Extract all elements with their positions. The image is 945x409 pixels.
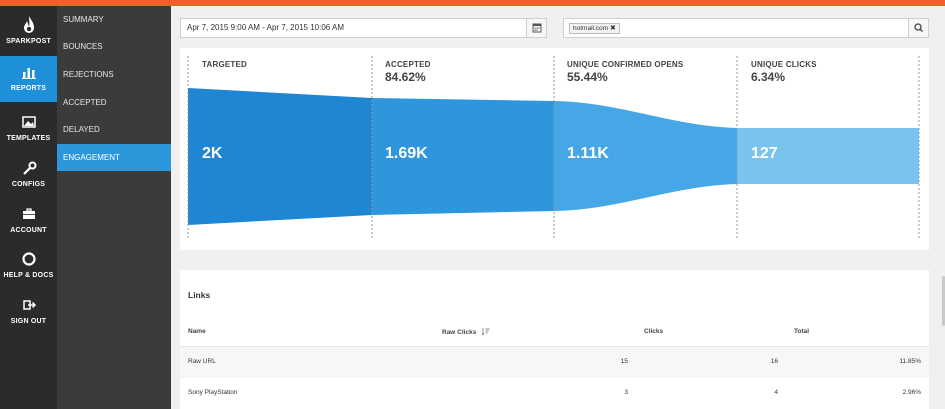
stage-value-targeted: 2K <box>202 145 223 162</box>
stage-value-clicks: 127 <box>751 145 778 162</box>
calendar-button[interactable] <box>526 19 546 37</box>
recipient-domain-filter[interactable]: hotmail.com ✖ <box>563 18 929 38</box>
total-value: 2.96% <box>902 389 921 396</box>
main-nav-rail: SPARKPOST REPORTS TEMPLATES CONFIGS ACCO… <box>0 6 57 409</box>
rail-label: ACCOUNT <box>10 227 47 234</box>
funnel-segment-opens <box>554 101 737 211</box>
total-value: 11.85% <box>899 358 921 365</box>
column-header-label: Raw Clicks <box>442 329 477 336</box>
date-range-value: Apr 7, 2015 9:00 AM - Apr 7, 2015 10:06 … <box>187 23 344 32</box>
column-header-total[interactable]: Total <box>794 328 810 335</box>
rail-item-account[interactable]: ACCOUNT <box>0 198 57 244</box>
column-header-raw-clicks[interactable]: Raw Clicks <box>442 328 490 336</box>
subnav-item-accepted[interactable]: ACCEPTED <box>63 98 107 107</box>
rail-label: SIGN OUT <box>10 318 47 325</box>
header-divider <box>180 346 929 347</box>
search-button[interactable] <box>908 19 928 37</box>
rail-label: CONFIGS <box>11 181 46 188</box>
brand-name: SPARKPOST <box>6 38 51 45</box>
table-row[interactable]: Raw URL 15 16 11.85% <box>180 347 929 378</box>
column-header-name[interactable]: Name <box>188 328 206 335</box>
stage-label-targeted: TARGETED <box>202 60 248 69</box>
raw-clicks-value: 3 <box>624 389 628 396</box>
subnav-item-rejections[interactable]: REJECTIONS <box>63 70 114 79</box>
raw-clicks-value: 15 <box>620 358 628 365</box>
rail-label: REPORTS <box>10 85 47 92</box>
stage-label-accepted: ACCEPTED <box>385 60 431 69</box>
stage-label-opens: UNIQUE CONFIRMED OPENS <box>567 60 684 69</box>
column-header-clicks[interactable]: Clicks <box>644 328 664 335</box>
table-row[interactable]: Sony PlayStation 3 4 2.96% <box>180 378 929 409</box>
rail-item-help[interactable]: HELP & DOCS <box>0 243 57 289</box>
sort-icon[interactable] <box>481 328 490 336</box>
funnel-segment-targeted <box>188 88 372 225</box>
filter-chip[interactable]: hotmail.com ✖ <box>569 23 620 34</box>
clicks-value: 4 <box>774 389 778 396</box>
rail-item-configs[interactable]: CONFIGS <box>0 152 57 198</box>
funnel-segment-clicks <box>737 128 919 184</box>
filter-chip-label: hotmail.com <box>573 25 609 32</box>
subnav-item-engagement[interactable]: ENGAGEMENT <box>57 144 171 171</box>
link-name[interactable]: Raw URL <box>188 358 216 365</box>
search-icon <box>914 23 923 32</box>
rail-item-signout[interactable]: SIGN OUT <box>0 289 57 335</box>
rail-label: HELP & DOCS <box>3 272 54 279</box>
briefcase-icon <box>22 208 35 219</box>
subnav-item-delayed[interactable]: DELAYED <box>63 125 100 134</box>
stage-label-clicks: UNIQUE CLICKS <box>751 60 817 69</box>
stage-value-opens: 1.11K <box>567 145 609 162</box>
subnav-item-bounces[interactable]: BOUNCES <box>63 42 103 51</box>
wrench-icon <box>22 161 36 175</box>
remove-chip-icon[interactable]: ✖ <box>610 25 616 32</box>
bar-chart-icon <box>21 68 36 79</box>
lifebuoy-icon <box>21 252 36 266</box>
stage-percent-clicks: 6.34% <box>751 70 786 84</box>
link-name[interactable]: Sony PlayStation <box>188 389 238 396</box>
funnel-segment-accepted <box>372 98 554 215</box>
date-range-picker[interactable]: Apr 7, 2015 9:00 AM - Apr 7, 2015 10:06 … <box>180 18 547 38</box>
stage-value-accepted: 1.69K <box>385 145 428 162</box>
page-scrollbar[interactable] <box>942 276 945 326</box>
rail-item-templates[interactable]: TEMPLATES <box>0 106 57 152</box>
flame-logo-icon <box>23 16 34 33</box>
links-table: Links Name Raw Clicks Clicks Total Raw U… <box>180 270 929 409</box>
main-content: Apr 7, 2015 9:00 AM - Apr 7, 2015 10:06 … <box>171 6 945 409</box>
calendar-icon <box>532 23 542 33</box>
rail-label: TEMPLATES <box>6 135 51 142</box>
subnav-item-summary[interactable]: SUMMARY <box>63 15 104 24</box>
clicks-value: 16 <box>770 358 778 365</box>
image-icon <box>21 116 36 128</box>
sign-out-icon <box>22 300 36 310</box>
links-title: Links <box>188 290 211 300</box>
engagement-funnel: TARGETED ACCEPTED 84.62% UNIQUE CONFIRME… <box>180 48 929 250</box>
top-accent-bar <box>0 0 945 6</box>
sparkpost-logo[interactable]: SPARKPOST <box>0 6 57 60</box>
rail-item-reports[interactable]: REPORTS <box>0 56 57 102</box>
stage-percent-opens: 55.44% <box>567 70 608 84</box>
reports-subnav: SUMMARY BOUNCES REJECTIONS ACCEPTED DELA… <box>57 6 171 409</box>
funnel-chart <box>187 56 920 238</box>
stage-percent-accepted: 84.62% <box>385 70 426 84</box>
